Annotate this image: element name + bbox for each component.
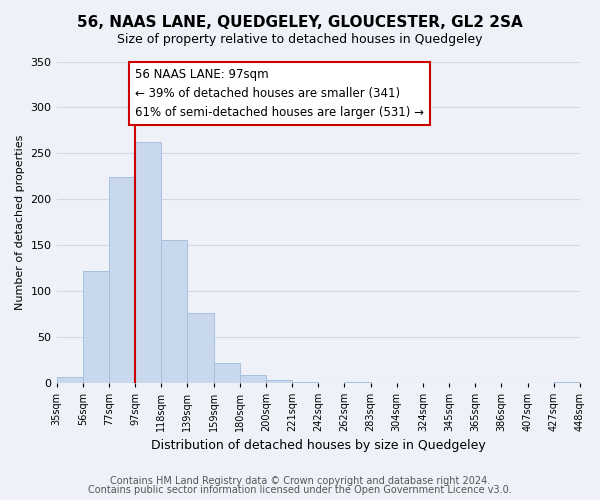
Bar — [56, 378, 83, 383]
Y-axis label: Number of detached properties: Number of detached properties — [15, 134, 25, 310]
Bar — [135, 142, 161, 383]
Bar — [292, 382, 318, 383]
Text: 56, NAAS LANE, QUEDGELEY, GLOUCESTER, GL2 2SA: 56, NAAS LANE, QUEDGELEY, GLOUCESTER, GL… — [77, 15, 523, 30]
Text: Contains public sector information licensed under the Open Government Licence v3: Contains public sector information licen… — [88, 485, 512, 495]
Bar — [214, 364, 240, 383]
Bar — [109, 177, 135, 383]
Text: Contains HM Land Registry data © Crown copyright and database right 2024.: Contains HM Land Registry data © Crown c… — [110, 476, 490, 486]
Bar — [187, 313, 214, 383]
Bar — [344, 382, 371, 383]
X-axis label: Distribution of detached houses by size in Quedgeley: Distribution of detached houses by size … — [151, 440, 485, 452]
Text: Size of property relative to detached houses in Quedgeley: Size of property relative to detached ho… — [117, 32, 483, 46]
Bar — [266, 380, 292, 383]
Bar — [161, 240, 187, 383]
Text: 56 NAAS LANE: 97sqm
← 39% of detached houses are smaller (341)
61% of semi-detac: 56 NAAS LANE: 97sqm ← 39% of detached ho… — [135, 68, 424, 119]
Bar — [554, 382, 580, 383]
Bar — [83, 271, 109, 383]
Bar — [240, 374, 266, 383]
